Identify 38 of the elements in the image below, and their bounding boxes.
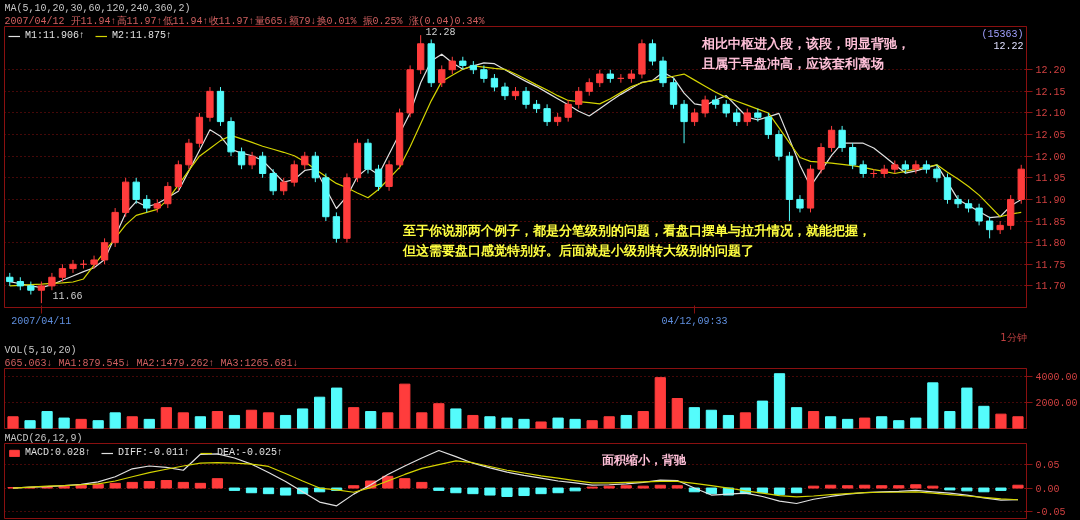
y-tick-label: -0.05 [1035, 506, 1066, 518]
y-tick-label: 11.70 [1035, 281, 1066, 293]
y-tick-label: 0.05 [1035, 460, 1060, 472]
y-tick-label: 12.20 [1035, 65, 1066, 77]
y-tick-label: 4000.00 [1035, 371, 1078, 383]
y-tick-label: 2000.00 [1035, 397, 1078, 409]
annotation: 面积缩小，背驰 [601, 452, 688, 467]
y-tick-label: 11.80 [1035, 238, 1066, 250]
y-tick-label: 11.95 [1035, 173, 1066, 185]
legend-label: DIFF:-0.011↑ [118, 447, 191, 458]
y-tick-label: 12.05 [1035, 130, 1066, 142]
annotation: (15363) [981, 29, 1024, 41]
y-tick-label: 12.15 [1035, 86, 1066, 98]
annotation: 但这需要盘口感觉特别好。后面就是小级别转大级别的问题了 [402, 242, 755, 258]
annotation: 12.28 [425, 26, 456, 38]
legend-label: M1:11.906↑ [25, 30, 86, 41]
y-tick-label: 12.10 [1035, 108, 1066, 120]
annotation: 11.66 [52, 291, 83, 303]
legend-label: DEA:-0.025↑ [217, 447, 284, 458]
y-tick-label: 11.85 [1035, 216, 1066, 228]
chart-subtitle: 665.063↓ MA1:879.545↓ MA2:1479.262↑ MA3:1265.681↓ [4, 357, 299, 369]
annotation: 且属于早盘冲高，应该套利离场 [700, 56, 884, 72]
annotation: 相比中枢进入段，该段，明显背驰， [700, 36, 910, 52]
legend-label: M2:11.875↑ [112, 30, 173, 41]
chart-title: MACD(26,12,9) [4, 432, 83, 444]
y-tick-label: 0.00 [1035, 483, 1060, 495]
chart-subtitle: 2007/04/12 开11.94↑高11.97↑低11.94↑收11.97↑量665↓额79↓换0.01% 振0.25% 涨(0.04)0.34% [4, 14, 485, 27]
x-tick-label: 2007/04/11 [11, 315, 72, 327]
y-tick-label: 12.00 [1035, 151, 1066, 163]
chart-title: VOL(5,10,20) [4, 344, 77, 356]
legend-label: MACD:0.028↑ [25, 447, 92, 458]
annotation: 12.22 [993, 40, 1024, 52]
text: 1分钟 [1000, 331, 1027, 343]
annotation: 至于你说那两个例子，都是分笔级别的问题，看盘口摆单与拉升情况，就能把握， [402, 223, 872, 239]
y-tick-label: 11.75 [1035, 259, 1066, 271]
chart-title: MA(5,10,20,30,60,120,240,360,2) [4, 2, 191, 14]
y-tick-label: 11.90 [1035, 194, 1066, 206]
x-tick-label: 04/12,09:33 [661, 315, 728, 327]
